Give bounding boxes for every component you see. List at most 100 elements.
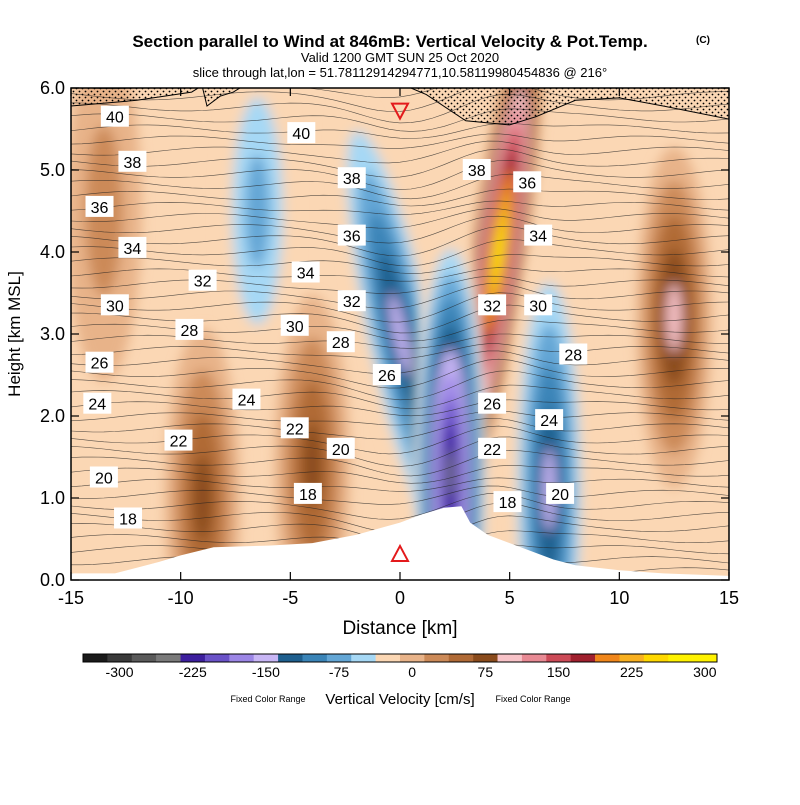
colorbar-tick-label: 75: [478, 664, 494, 680]
colorbar-swatch: [156, 654, 181, 662]
svg-text:30: 30: [529, 298, 547, 315]
svg-text:26: 26: [91, 356, 109, 373]
colorbar-swatch: [180, 654, 206, 662]
velocity-feature-2: [164, 327, 241, 580]
colorbar-swatch: [131, 654, 157, 662]
colorbar-swatch: [107, 654, 133, 662]
colorbar-tick-label: -75: [329, 664, 349, 680]
colorbar-swatch: [668, 654, 693, 662]
theta-contour-label: 38: [337, 167, 366, 189]
location-markers: [390, 102, 410, 562]
y-tick-label: 0.0: [40, 570, 65, 590]
colorbar-tick-label: -150: [252, 664, 280, 680]
chart-subtitle-valid: Valid 1200 GMT SUN 25 Oct 2020: [301, 50, 499, 65]
x-tick-label: 5: [505, 588, 515, 608]
velocity-feature-3: [274, 294, 351, 580]
theta-contour-labels: 40 40 38 38 38 36 36 36 34 34 34 32 32 32 30 30 30 28 28 28…: [83, 105, 588, 529]
theta-contour-label: 26: [85, 351, 114, 373]
colorbar-swatch: [83, 654, 108, 662]
theta-contour-label: 30: [280, 314, 309, 336]
theta-contour-label: 40: [287, 122, 316, 144]
theta-contour-label: 30: [524, 294, 553, 316]
theta-contour-label: 28: [175, 318, 204, 340]
svg-text:28: 28: [564, 348, 582, 365]
theta-contour-label: 24: [232, 388, 261, 410]
terrain: [71, 506, 729, 580]
svg-text:26: 26: [378, 368, 396, 385]
theta-contour-label: 36: [513, 171, 542, 193]
colorbar-note-left: Fixed Color Range: [230, 694, 305, 704]
x-tick-label: -10: [168, 588, 194, 608]
theta-contour-label: 26: [478, 392, 507, 414]
theta-contour-label: 28: [326, 331, 355, 353]
triangle-up-marker: [390, 543, 410, 562]
svg-text:36: 36: [343, 229, 361, 246]
svg-text:38: 38: [343, 171, 361, 188]
svg-text:36: 36: [518, 175, 536, 192]
theta-contour-label: 32: [337, 290, 366, 312]
stipple-patch: [202, 88, 241, 107]
theta-contour-label: 36: [337, 224, 366, 246]
svg-text:20: 20: [95, 471, 113, 488]
svg-text:20: 20: [551, 487, 569, 504]
theta-contour-label: 22: [478, 437, 507, 459]
colorbar-swatch: [253, 654, 279, 662]
velocity-feature-6: [412, 224, 489, 580]
svg-text:34: 34: [124, 241, 142, 258]
colorbar-swatch: [375, 654, 401, 662]
svg-text:30: 30: [106, 298, 124, 315]
terrain-profile: [71, 506, 729, 580]
colorbar-note-right: Fixed Color Range: [495, 694, 570, 704]
svg-text:28: 28: [332, 335, 350, 352]
colorbar-tick-label: -300: [106, 664, 134, 680]
theta-contour-label: 24: [83, 392, 112, 414]
theta-contour-label: 36: [85, 195, 114, 217]
svg-text:18: 18: [119, 512, 137, 529]
theta-contour-label: 32: [188, 269, 217, 291]
theta-contour-label: 38: [462, 159, 491, 180]
theta-contour-label: 32: [478, 294, 507, 316]
stippled-region: [71, 88, 729, 126]
x-axis-label: Distance [km]: [342, 618, 457, 639]
colorbar-tick-label: 0: [408, 664, 416, 680]
svg-text:38: 38: [124, 155, 142, 172]
y-tick-label: 4.0: [40, 242, 65, 262]
svg-text:38: 38: [468, 163, 486, 180]
colorbar-swatch: [521, 654, 547, 662]
colorbar-swatch: [692, 654, 718, 662]
colorbar-swatch: [595, 654, 620, 662]
svg-text:22: 22: [170, 434, 188, 451]
colorbar: -300 -225 -150 -75 0 75 150 225 300: [82, 653, 718, 680]
svg-text:20: 20: [332, 442, 350, 459]
svg-text:22: 22: [483, 442, 501, 459]
theta-contour-label: 22: [164, 429, 193, 451]
stipple-patch: [410, 88, 729, 126]
colorbar-swatch: [643, 654, 669, 662]
colorbar-label: Vertical Velocity [cm/s]: [325, 691, 474, 708]
svg-text:24: 24: [88, 397, 106, 414]
x-tick-label: 15: [719, 588, 739, 608]
colorbar-swatch: [302, 654, 328, 662]
colorbar-tick-label: 150: [547, 664, 571, 680]
colorbar-swatch: [229, 654, 254, 662]
svg-text:40: 40: [106, 110, 124, 127]
x-axis: -15 -10 -5 0 5 10 15: [58, 88, 739, 608]
colorbar-swatch: [278, 654, 303, 662]
svg-text:18: 18: [299, 487, 317, 504]
colorbar-swatch: [448, 654, 474, 662]
copyright-mark: (C): [696, 35, 710, 46]
velocity-feature-7: [219, 88, 296, 382]
theta-contour-label: 18: [293, 482, 322, 504]
theta-contour-label: 34: [118, 236, 147, 258]
colorbar-swatch: [326, 654, 352, 662]
theta-contour-lines: [71, 88, 729, 580]
svg-text:26: 26: [483, 397, 501, 414]
svg-text:36: 36: [91, 200, 109, 217]
colorbar-swatch: [619, 654, 645, 662]
velocity-feature-1: [636, 147, 713, 489]
svg-text:30: 30: [286, 319, 304, 336]
x-tick-label: -15: [58, 588, 84, 608]
velocity-feature-0: [454, 88, 543, 499]
svg-text:34: 34: [297, 266, 315, 283]
theta-contour-label: 24: [535, 409, 564, 431]
